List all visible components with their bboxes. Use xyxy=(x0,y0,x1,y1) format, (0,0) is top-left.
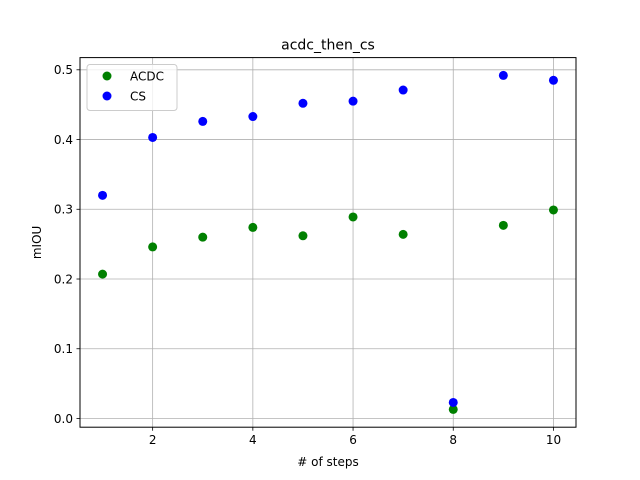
y-axis-label: mIOU xyxy=(30,226,44,259)
points-layer xyxy=(98,70,558,414)
acdc-point xyxy=(548,205,558,215)
acdc-point xyxy=(148,242,158,252)
acdc-point xyxy=(348,212,358,222)
cs-point xyxy=(548,75,558,85)
chart-title: acdc_then_cs xyxy=(281,38,375,54)
x-tick-label: 6 xyxy=(349,433,357,447)
cs-point xyxy=(348,96,358,106)
ticks-layer: 2 4 6 8 10 0.0 0.1 0.2 0.3 0.4 0.5 xyxy=(54,63,561,447)
acdc-point xyxy=(498,220,508,230)
y-tick-label: 0.2 xyxy=(54,272,73,286)
acdc-point xyxy=(198,232,208,242)
legend: ACDC CS xyxy=(86,64,178,111)
plot-frame xyxy=(79,57,577,428)
legend-marker-cs xyxy=(102,91,112,101)
cs-point xyxy=(198,116,208,126)
x-tick-label: 8 xyxy=(449,433,457,447)
acdc-point xyxy=(298,231,308,241)
cs-point xyxy=(448,397,458,407)
x-tick-label: 2 xyxy=(149,433,157,447)
x-axis-label: # of steps xyxy=(297,455,358,469)
acdc-point xyxy=(248,222,258,232)
cs-point xyxy=(498,70,508,80)
acdc-point xyxy=(98,269,108,279)
x-tick-label: 4 xyxy=(249,433,257,447)
legend-label-cs: CS xyxy=(130,89,146,103)
cs-point xyxy=(148,132,158,142)
y-tick-label: 0.5 xyxy=(54,63,73,77)
y-tick-label: 0.0 xyxy=(54,412,73,426)
x-tick-label: 10 xyxy=(546,433,561,447)
cs-point xyxy=(248,112,258,122)
y-tick-label: 0.3 xyxy=(54,203,73,217)
legend-marker-acdc xyxy=(102,71,112,81)
cs-point xyxy=(298,98,308,108)
cs-point xyxy=(398,85,408,95)
acdc-point xyxy=(448,404,458,414)
legend-label-acdc: ACDC xyxy=(130,69,164,83)
y-tick-label: 0.4 xyxy=(54,133,73,147)
y-tick-label: 0.1 xyxy=(54,342,73,356)
cs-point xyxy=(98,190,108,200)
acdc-point xyxy=(398,229,408,239)
grid-layer xyxy=(80,57,576,428)
